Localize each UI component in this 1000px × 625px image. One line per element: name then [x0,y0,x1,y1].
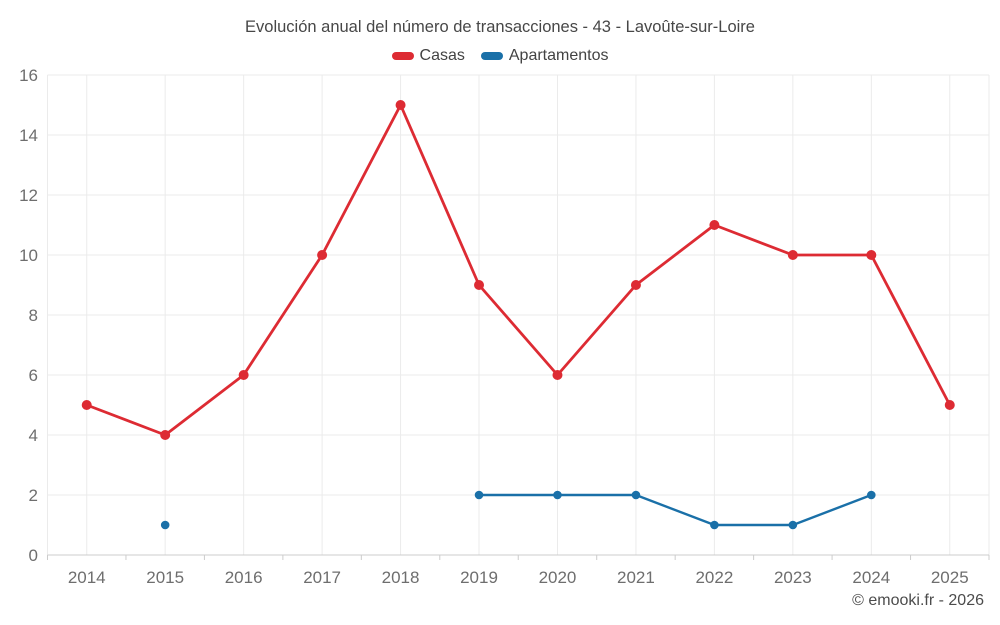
y-axis-label: 14 [19,126,38,145]
x-axis-label-2023: 2023 [774,568,812,587]
point-apartamentos-2023[interactable] [788,520,798,530]
point-casas-2019[interactable] [474,280,485,290]
point-casas-2017[interactable] [317,250,328,260]
point-apartamentos-2022[interactable] [710,520,719,530]
x-axis-label-2025: 2025 [931,568,969,587]
legend-item-apartamentos[interactable]: Apartamentos [480,47,609,65]
point-casas-2022[interactable] [709,220,720,230]
y-axis-label: 10 [19,246,38,265]
y-axis-label: 8 [29,306,38,325]
legend-label-apartamentos: Apartamentos [508,47,609,64]
series-points-apartamentos [160,490,876,530]
series-line-casas [85,103,952,437]
point-apartamentos-2020[interactable] [553,490,562,500]
y-axis-labels: 0 2 4 6 8 10 12 14 16 [19,66,38,565]
legend: Casas Apartamentos [0,47,1000,65]
x-axis-label-2024: 2024 [852,568,890,587]
x-axis-label-2015: 2015 [146,568,184,587]
y-axis-label: 16 [19,66,38,85]
x-axis-label-2016: 2016 [225,568,263,587]
legend-swatch-apartamentos [480,52,503,60]
chart-title: Evolución anual del número de transaccio… [245,18,755,36]
x-axis-label-2019: 2019 [460,568,498,587]
y-axis-label: 0 [29,546,38,565]
grid-lines [47,74,990,555]
point-casas-2018[interactable] [395,100,406,110]
series-points-casas [81,100,955,440]
point-casas-2024[interactable] [866,250,877,260]
legend-label-casas: Casas [419,47,465,64]
legend-item-casas[interactable]: Casas [391,47,465,65]
point-apartamentos-2024[interactable] [867,490,876,500]
series-line-apartamentos [477,493,873,527]
attribution: © emooki.fr - 2026 [852,592,984,609]
y-axis-label: 12 [19,186,38,205]
x-axis-label-2022: 2022 [695,568,733,587]
point-apartamentos-2019[interactable] [474,490,484,500]
x-axis-label-2018: 2018 [382,568,420,587]
point-casas-2021[interactable] [630,280,641,290]
x-axis-label-2021: 2021 [617,568,655,587]
y-axis-label: 6 [29,366,38,385]
point-casas-2020[interactable] [552,370,563,380]
series-path-apartamentos [477,493,873,527]
x-axis-label-2017: 2017 [303,568,341,587]
point-casas-2023[interactable] [787,250,798,260]
point-casas-2014[interactable] [81,400,92,410]
point-apartamentos-2015[interactable] [160,520,170,530]
point-casas-2025[interactable] [944,400,955,410]
x-axis [47,554,990,560]
x-axis-labels: 2014 2015 2016 2017 2018 2019 2020 2021 2022 2023… [68,568,969,587]
series-path-casas [85,103,952,437]
point-casas-2016[interactable] [238,370,249,380]
x-axis-label-2014: 2014 [68,568,106,587]
legend-swatch-casas [391,52,414,60]
y-axis-label: 2 [29,486,38,505]
y-axis-label: 4 [29,426,38,445]
point-casas-2015[interactable] [160,430,171,440]
point-apartamentos-2021[interactable] [631,490,641,500]
x-axis-label-2020: 2020 [539,568,577,587]
